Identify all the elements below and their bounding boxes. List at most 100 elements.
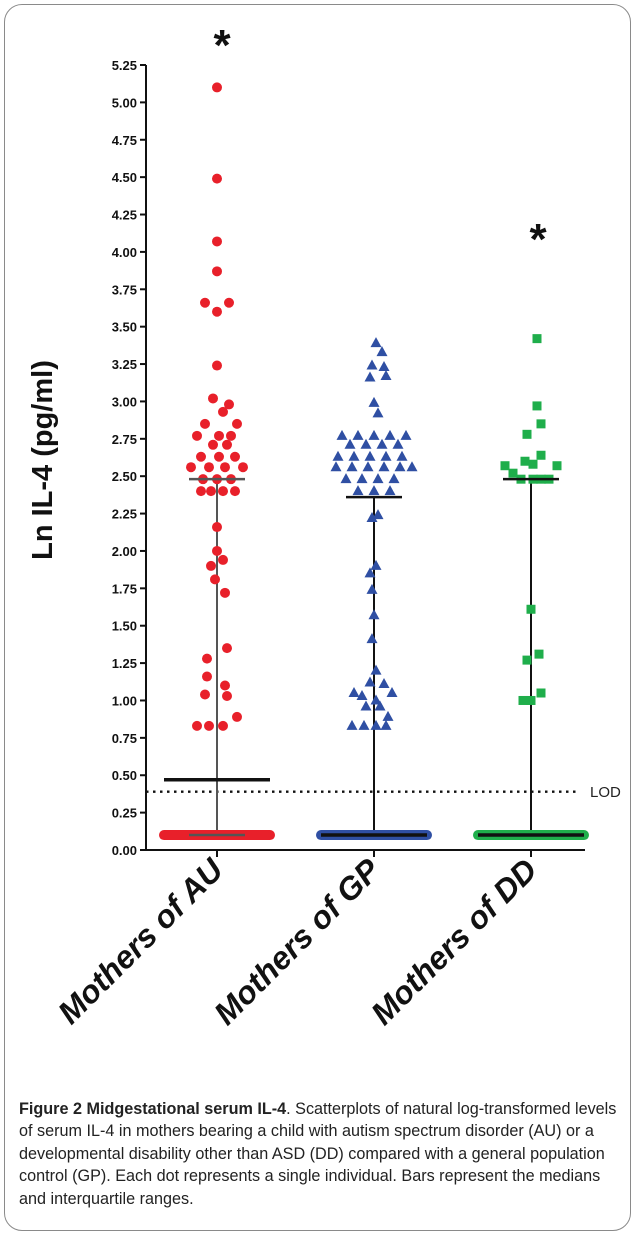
data-point [196,451,206,462]
data-point [200,689,210,700]
data-point [200,297,210,308]
data-point [532,334,542,344]
data-point [522,429,532,439]
data-point [196,486,206,497]
data-point [372,407,384,418]
data-point [526,604,536,614]
data-point [378,361,390,372]
data-point [406,461,418,472]
data-point [392,438,404,449]
data-point [230,451,240,462]
data-point [210,574,220,585]
series-mothers-of-dd [473,334,589,841]
data-point [378,461,390,472]
data-point [348,687,360,697]
significance-star-dd: * [529,215,547,264]
data-point [212,82,222,93]
data-point [388,473,400,484]
data-point [232,418,242,429]
data-point [362,461,374,472]
data-point [370,664,382,675]
data-point [536,419,546,429]
data-point [218,554,228,565]
y-tick-label: 3.00 [112,394,137,409]
y-tick-label: 4.00 [112,245,137,260]
data-point [368,609,380,620]
data-point [368,396,380,407]
y-tick-label: 4.25 [112,208,137,223]
data-point [214,430,224,441]
significance-star-au: * [213,21,231,70]
data-point [400,429,412,440]
data-point [340,473,352,484]
data-point [222,690,232,701]
data-point [212,236,222,247]
data-point [212,306,222,317]
data-point [552,461,562,471]
data-point [366,583,378,594]
y-axis-label: Ln IL-4 (pg/ml) [27,360,59,560]
data-point [218,406,228,417]
data-point [348,450,360,461]
data-point [212,522,222,533]
data-point [360,700,372,711]
data-point [370,559,382,570]
data-point [238,462,248,473]
data-point [226,430,236,441]
y-tick-label: 3.25 [112,357,137,372]
y-tick-label: 2.75 [112,432,137,447]
data-point [330,461,342,472]
data-point [380,370,392,381]
y-tick-label: 1.75 [112,581,137,596]
data-point [518,695,528,705]
figure-caption: Figure 2 Midgestational serum IL-4. Scat… [19,1098,619,1210]
data-point [356,473,368,484]
data-point [220,680,230,691]
data-point [344,438,356,449]
data-point [332,450,344,461]
data-point [370,694,382,705]
x-category-label: Mothers of DD [364,851,544,1031]
y-tick-label: 0.75 [112,731,137,746]
y-tick-label: 5.00 [112,95,137,110]
data-point [378,678,390,689]
lod-label: LOD [590,784,621,801]
data-point [212,360,222,371]
y-tick-label: 0.00 [112,843,137,858]
data-point [206,560,216,571]
y-tick-label: 2.50 [112,469,137,484]
x-category-label: Mothers of GP [207,851,388,1032]
data-point [382,710,394,721]
data-point [364,371,376,382]
caption-lead: Figure 2 Midgestational serum IL-4 [19,1100,287,1118]
y-tick-label: 2.25 [112,507,137,522]
series-mothers-of-gp [316,337,432,841]
data-point [370,337,382,348]
data-point [222,439,232,450]
data-point [192,720,202,731]
y-tick-label: 4.50 [112,170,137,185]
data-point [208,439,218,450]
data-point [364,450,376,461]
data-point [222,643,232,654]
data-point [380,450,392,461]
data-point [528,459,538,469]
data-point [508,468,518,478]
data-point [372,473,384,484]
data-point [368,429,380,440]
data-point [186,462,196,473]
data-point [204,462,214,473]
data-point [204,720,214,731]
y-tick-label: 5.25 [112,58,137,73]
y-tick-label: 4.75 [112,133,137,148]
data-point [358,719,370,730]
data-point [384,429,396,440]
data-point [532,401,542,411]
data-point [218,720,228,731]
caption-text: . Scatterplots of natural log-transforme… [19,1100,617,1208]
data-point [200,418,210,429]
data-point [212,545,222,556]
data-point [380,719,392,730]
data-point [346,461,358,472]
